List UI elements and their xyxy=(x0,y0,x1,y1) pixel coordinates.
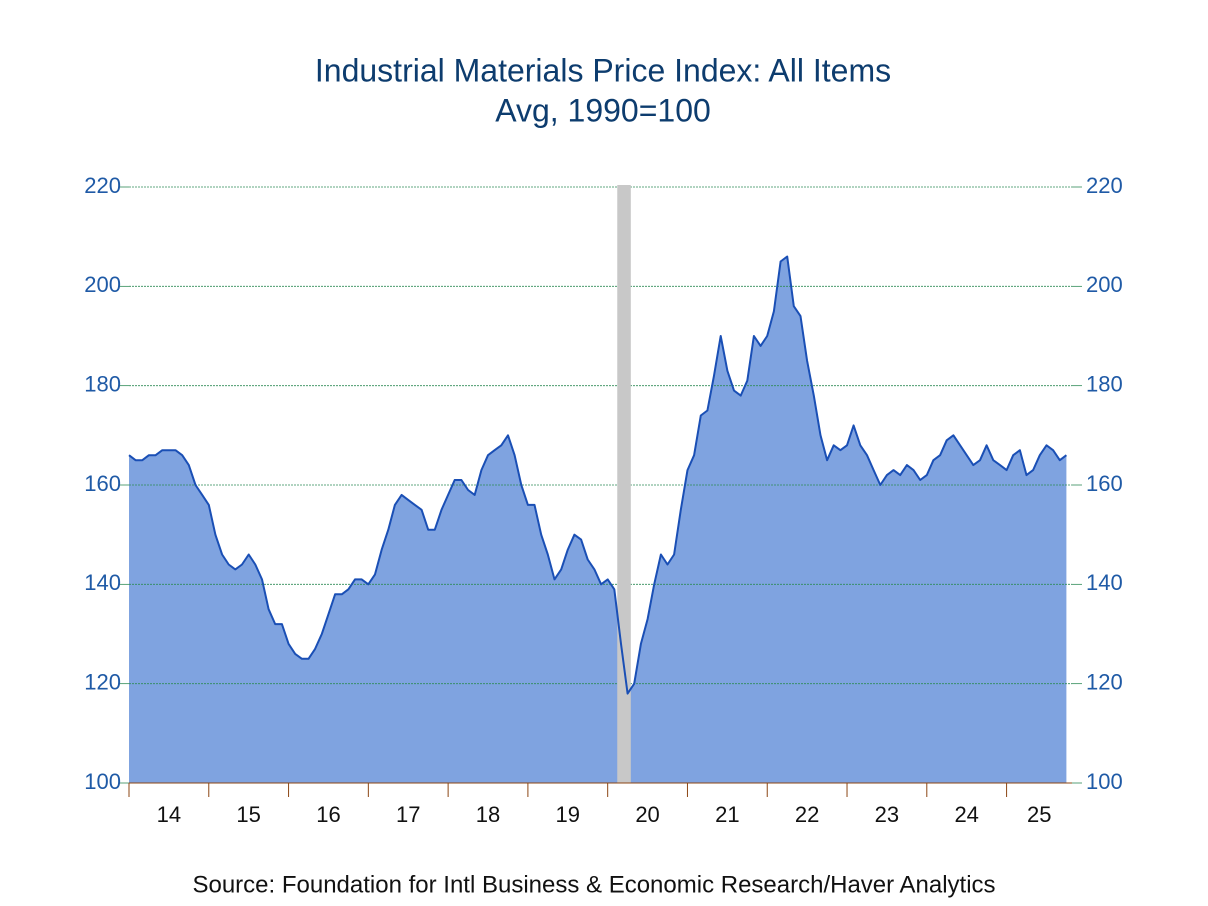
y-tick-label: 140 xyxy=(84,570,121,595)
source: Source: Foundation for Intl Business & E… xyxy=(192,871,995,898)
x-tick-label: 23 xyxy=(875,802,899,827)
chart-title: Industrial Materials Price Index: All It… xyxy=(315,52,891,88)
y2-tick-label: 100 xyxy=(1086,769,1123,794)
x-tick-label: 24 xyxy=(954,802,978,827)
y-tick-label: 220 xyxy=(84,173,121,198)
area-fill xyxy=(129,256,1067,783)
y2-tick-label: 160 xyxy=(1086,471,1123,496)
y-tick-label: 180 xyxy=(84,371,121,396)
y2-tick-label: 200 xyxy=(1086,272,1123,297)
x-tick-label: 18 xyxy=(476,802,500,827)
x-tick-label: 15 xyxy=(236,802,260,827)
x-tick-label: 16 xyxy=(316,802,340,827)
y2-tick-label: 180 xyxy=(1086,371,1123,396)
y2-tick-label: 220 xyxy=(1086,173,1123,198)
y2-tick-label: 120 xyxy=(1086,669,1123,694)
x-tick-label: 25 xyxy=(1027,802,1051,827)
chart-subtitle: Avg, 1990=100 xyxy=(495,92,711,128)
x-tick-label: 22 xyxy=(795,802,819,827)
y-tick-label: 100 xyxy=(84,769,121,794)
x-tick-label: 21 xyxy=(715,802,739,827)
x-tick-label: 20 xyxy=(635,802,659,827)
y-tick-label: 120 xyxy=(84,669,121,694)
x-tick-label: 17 xyxy=(396,802,420,827)
y2-tick-label: 140 xyxy=(1086,570,1123,595)
series-line xyxy=(128,255,1068,695)
y-tick-label: 200 xyxy=(84,272,121,297)
x-tick-label: 19 xyxy=(556,802,580,827)
x-tick-label: 14 xyxy=(157,802,181,827)
y-tick-label: 160 xyxy=(84,471,121,496)
